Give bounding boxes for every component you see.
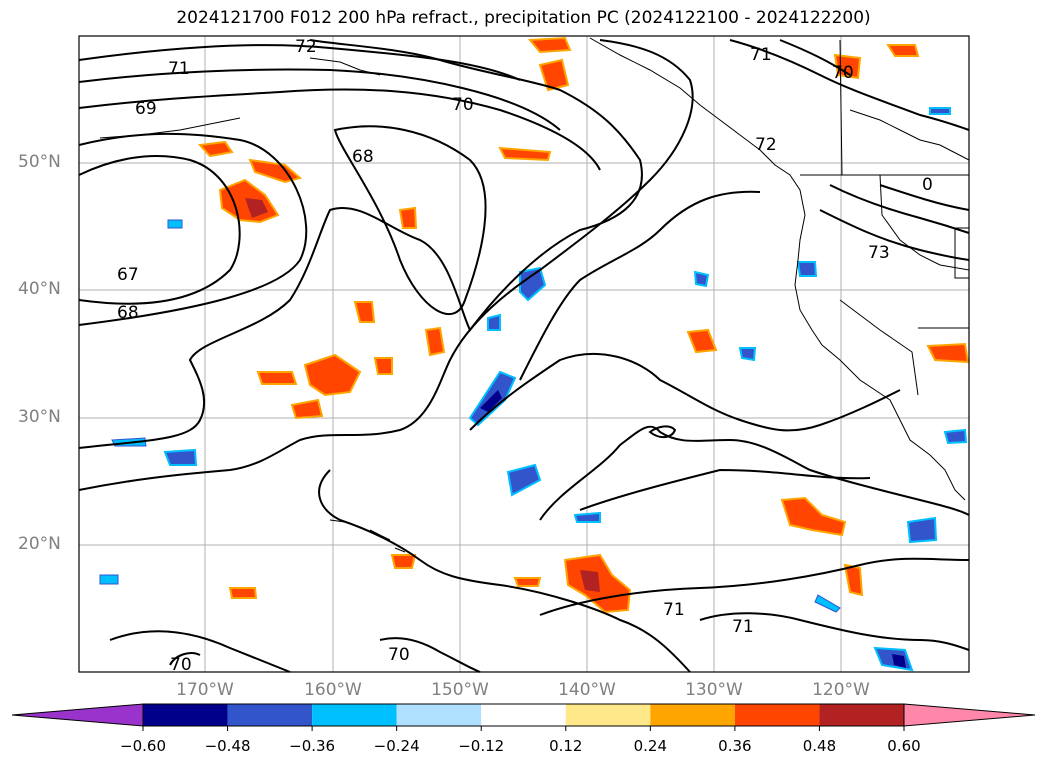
contour-label: 72 — [755, 135, 777, 155]
precip-blob-pos — [527, 36, 572, 54]
colorbar-tick-label: 0.12 — [549, 737, 583, 755]
precip-blob-neg — [519, 266, 547, 302]
colorbar-frame — [142, 703, 905, 727]
colorbar-segment — [227, 704, 313, 726]
precip-blob-neg — [906, 516, 938, 544]
contour-label: 70 — [170, 655, 192, 675]
contour-label: 71 — [168, 59, 190, 79]
precip-blob-pos — [833, 53, 862, 80]
precip-blob-neg — [738, 347, 757, 362]
contour-labels: 71 72 69 70 68 67 68 71 70 72 73 0 70 70… — [117, 37, 933, 675]
precip-blob-neg — [163, 448, 198, 466]
lat-label: 20°N — [18, 534, 61, 554]
contour-label: 68 — [117, 303, 139, 323]
precip-blob-pos — [580, 570, 600, 592]
colorbar-segment — [650, 704, 735, 726]
precip-blob-pos — [228, 587, 258, 599]
colorbar-segment — [143, 704, 228, 726]
precip-blob-pos — [197, 140, 234, 158]
precip-blob-pos — [245, 198, 268, 218]
lat-label: 50°N — [18, 152, 61, 172]
chart-title: 2024121700 F012 200 hPa refract., precip… — [176, 8, 871, 28]
lon-label: 150°W — [431, 680, 489, 700]
colorbar-tick-label: −0.60 — [120, 737, 166, 755]
refractivity-contours — [78, 39, 970, 673]
colorbar-tick-label: 0.48 — [802, 737, 837, 755]
contour-label: 69 — [135, 99, 157, 119]
precip-blob-pos — [780, 496, 847, 537]
precip-blob-pos — [290, 398, 324, 420]
precip-blob-pos — [538, 58, 570, 92]
contour-label: 71 — [750, 45, 772, 65]
colorbar-extend-high — [903, 703, 1036, 727]
precip-blob-pos — [303, 353, 362, 397]
colorbar-segment — [396, 704, 482, 726]
lon-label: 130°W — [685, 680, 743, 700]
colorbar-tick-label: −0.12 — [458, 737, 505, 755]
precip-blob-neg — [480, 390, 502, 412]
map-frame — [78, 35, 970, 673]
coastlines — [99, 37, 970, 553]
precip-blob-pos — [513, 577, 542, 587]
precip-blob-neg — [506, 463, 542, 497]
precip-blob-pos — [353, 301, 376, 323]
colorbar-segment — [481, 704, 566, 726]
precip-blob-pos — [256, 371, 298, 385]
colorbar-tick-label: 0.60 — [887, 737, 921, 755]
precip-blob-neg — [573, 511, 601, 523]
lon-label: 140°W — [558, 680, 616, 700]
precip-blob-pos — [398, 206, 418, 229]
contour-label: 68 — [352, 147, 374, 167]
contour-label: 70 — [832, 63, 854, 83]
precip-blob-neg — [99, 574, 119, 585]
contour-label: 73 — [868, 243, 890, 263]
precip-blob-pos — [926, 342, 970, 364]
contour-label: 71 — [663, 600, 685, 620]
precip-blob-pos — [373, 357, 393, 375]
lon-label: 170°W — [176, 680, 234, 700]
map-plot-area: 71 72 69 70 68 67 68 71 70 72 73 0 70 70… — [78, 35, 970, 675]
precip-blob-neg — [167, 219, 183, 229]
colorbar-tick-label: −0.48 — [204, 737, 251, 755]
precip-blob-pos — [424, 326, 446, 357]
colorbar-segment — [565, 704, 651, 726]
contour-label: 67 — [117, 265, 139, 285]
colorbar-tick-label: −0.24 — [373, 737, 420, 755]
precip-blob-neg — [929, 107, 951, 115]
colorbar-tick-label: 0.36 — [718, 737, 752, 755]
precip-blob-neg — [796, 261, 818, 277]
precip-blob-neg — [814, 594, 841, 613]
contour-label: 70 — [388, 645, 410, 665]
colorbar-segment — [312, 704, 397, 726]
lon-label: 160°W — [304, 680, 362, 700]
colorbar — [11, 703, 1036, 731]
lon-label: 120°W — [812, 680, 870, 700]
contour-label: 0 — [922, 175, 933, 195]
colorbar-segment — [734, 704, 820, 726]
precip-blob-pos — [686, 328, 718, 354]
colorbar-tick-label: −0.36 — [289, 737, 336, 755]
precip-blob-pos — [886, 44, 920, 57]
precip-blob-pos — [498, 146, 552, 162]
colorbar-extend-low — [11, 703, 144, 727]
precip-blob-pos — [390, 554, 417, 569]
contour-label: 71 — [732, 617, 754, 637]
precip-blob-neg — [487, 313, 501, 331]
precip-blob-neg — [693, 270, 710, 288]
lat-label: 30°N — [18, 407, 61, 427]
precip-blob-neg — [943, 428, 968, 445]
lat-label: 40°N — [18, 279, 61, 299]
colorbar-tick-label: 0.24 — [633, 737, 668, 755]
contour-label: 72 — [295, 37, 317, 57]
contour-label: 70 — [452, 95, 474, 115]
precip-blob-neg — [892, 654, 906, 668]
colorbar-segment — [819, 704, 904, 726]
precip-blobs — [99, 36, 970, 672]
